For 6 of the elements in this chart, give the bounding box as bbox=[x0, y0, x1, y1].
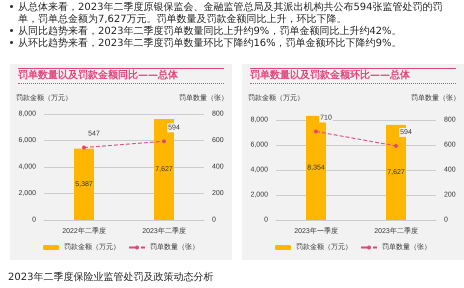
text: 从环比趋势来看，2023年二季度罚单数量环比下降约16%，罚单金额环比下降约9%。 bbox=[18, 38, 402, 49]
chart-title: 罚单数量以及罚款金额同比——总体 bbox=[18, 68, 224, 84]
chart-title: 罚单数量以及罚款金额环比——总体 bbox=[250, 68, 456, 84]
text: 从同比趋势来看，2023年二季度罚单数量同比上升约9%，罚单金额同比上升约42%。 bbox=[18, 26, 402, 37]
text: 2023年二季度保险业监管处罚及政策动态分析 bbox=[8, 270, 214, 284]
text: 从总体来看，2023年二季度原银保监会、金融监管总局及其派出机构共公布594张监管处罚的罚单，罚单总金额为7,627万元。罚单数量及罚款金额同比上升，环比下降。 bbox=[18, 2, 443, 25]
